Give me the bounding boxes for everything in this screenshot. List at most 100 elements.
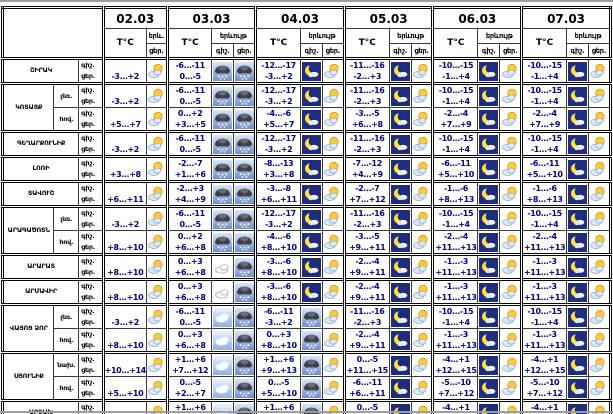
temp-cell: -7...-12 +4...+9 [342, 155, 390, 182]
night-temp: -12...-17 [261, 86, 296, 96]
weather-icon-cell [566, 82, 589, 108]
night-temp: -1...-3 [443, 257, 468, 267]
sun-cloud-icon [589, 135, 609, 155]
moon-cloud-icon [567, 86, 588, 107]
night-temp: 0...+2 [177, 232, 203, 241]
moon-cloud-icon [567, 159, 588, 180]
snow-icon [301, 355, 322, 376]
temp-cell: -6...-11 0...-5 [165, 82, 213, 108]
forecast-row: ՍՅՈՒՆԻՔ նախ. գիշ. ցեր. +10...+14 +1...+6 +7...… [1, 351, 612, 401]
night-temp: -3...-6 [266, 282, 291, 292]
weather-icon-cell [477, 328, 501, 353]
sun-cloud-icon [147, 258, 166, 278]
weather-icon-cell [211, 107, 235, 132]
temp-cell: -3...+2 [101, 82, 147, 108]
temp-cell: +10...+14 [101, 351, 147, 377]
day-temp: +4...+9 [174, 195, 206, 204]
weather-icon-cell [388, 82, 412, 108]
weather-icon-cell [233, 278, 257, 305]
day-temp: +7...+12 [349, 195, 386, 204]
night-temp: -3...-6 [266, 257, 291, 267]
temp-cell: -6...-11 0...-5 [165, 303, 213, 329]
corner-cell [2, 7, 104, 59]
moon-cloud-icon [479, 159, 499, 180]
night-day-label-cell: գիշ. ցեր. [78, 351, 104, 377]
day-sublabel: ցեր. [499, 43, 523, 59]
day-label: ցեր. [81, 366, 96, 374]
night-temp: 0...+3 [177, 282, 203, 292]
weather-icon-cell [477, 351, 501, 377]
sun-cloud-icon [323, 210, 342, 230]
temp-cell: -2...-4 +11...+13 [520, 230, 568, 255]
night-temp: 0...-5 [356, 355, 379, 365]
day-temp: -1...+4 [530, 72, 559, 81]
temp-cell: 0...+2 +3...+5 [165, 107, 213, 132]
night-temp: -10...-15 [527, 86, 562, 96]
night-temp: -10...-15 [527, 61, 562, 71]
forecast-row: ՏԱՎՈՒՇ գիշ. ցեր. +6...+11 -2...+3 +4...+9 -3..… [1, 180, 612, 207]
night-temp: -6...-11 [175, 307, 205, 317]
temp-cell: -4...-6 +5...+7 [254, 107, 302, 132]
sun-cloud-icon [147, 232, 166, 253]
day-sublabel: ցեր. [321, 43, 345, 59]
weather-icon-cell [321, 107, 345, 132]
weather-icon-cell [233, 205, 257, 231]
night-label: գիշ. [81, 232, 95, 240]
temp-cell: +10...+13 [101, 399, 147, 414]
weather-icon-cell [321, 180, 345, 207]
day-temp: -2...+3 [353, 72, 382, 81]
forecast-row: հով. գիշ. ցեր. +8...+10 0...+3 +6...+8 0...+3 +… [3, 328, 612, 353]
day-temp: +7...+12 [172, 366, 209, 375]
temp-cell: +8...+10 [101, 230, 147, 255]
weather-icon-cell [566, 351, 589, 377]
night-temp: -2...+3 [176, 184, 204, 194]
night-day-label-cell: գիշ. ցեր. [78, 57, 104, 84]
sun-cloud-icon [589, 283, 609, 303]
weather-icon-cell [587, 107, 612, 132]
weather-icon-cell [300, 253, 323, 280]
weather-icon-cell [145, 130, 168, 157]
night-temp: -10...-15 [438, 61, 474, 71]
weather-icon-cell [499, 57, 523, 84]
temp-cell: -1...-3 +11...+13 [520, 253, 568, 280]
day-temp: +7...+12 [526, 389, 563, 398]
sun-cloud-icon [589, 160, 609, 180]
weather-icon-cell [410, 376, 434, 401]
day-temp: +8...+10 [260, 268, 297, 277]
moon-cloud-icon [567, 184, 588, 205]
weather-icon-cell [410, 253, 434, 280]
night-label: գիշ. [81, 61, 95, 70]
moon-cloud-icon [567, 61, 588, 82]
day-temp: +8...+10 [107, 268, 144, 277]
night-temp: -11...-16 [350, 209, 385, 219]
sun-cloud-icon [412, 62, 431, 82]
night-day-label-cell: գիշ. ցեր. [78, 376, 104, 401]
temp-cell: -1...-6 +8...+13 [431, 180, 479, 207]
weather-icon-cell [233, 155, 257, 182]
sun-cloud-icon [589, 62, 609, 82]
sun-cloud-icon [501, 330, 520, 351]
day-temp: +11...+13 [435, 293, 477, 302]
weather-icon-cell [211, 130, 235, 157]
weather-icon-cell [499, 180, 523, 207]
weather-icon-cell [211, 180, 235, 207]
snow-icon [213, 61, 233, 82]
sun-cloud-icon [589, 210, 609, 230]
temp-cell: -5...-10 +7...+12 [431, 376, 479, 401]
sun-cloud-icon [147, 109, 166, 130]
day-temp: +11...+13 [523, 341, 566, 350]
forecast-row: ՎԱՅՈՑ ՁՈՐ լեռ. գիշ. ցեր. -3...+2 -6...-11 0...… [1, 303, 612, 353]
night-temp: -1...-3 [443, 330, 468, 339]
night-temp: -12...-17 [261, 209, 296, 219]
day-temp: -1...+4 [442, 220, 470, 229]
temp-cell: -1...-3 +11...+13 [431, 278, 479, 305]
weather-icon-cell [566, 205, 589, 231]
weather-icon-cell [477, 230, 501, 255]
sun-cloud-icon [501, 62, 520, 82]
night-temp: -10...-15 [438, 209, 474, 219]
weather-icon-cell [233, 130, 257, 157]
weather-icon-cell [388, 278, 412, 305]
temp-cell: -11...-16 -2...+3 [342, 82, 390, 108]
night-temp [106, 87, 145, 97]
moon-cloud-icon [567, 232, 588, 253]
